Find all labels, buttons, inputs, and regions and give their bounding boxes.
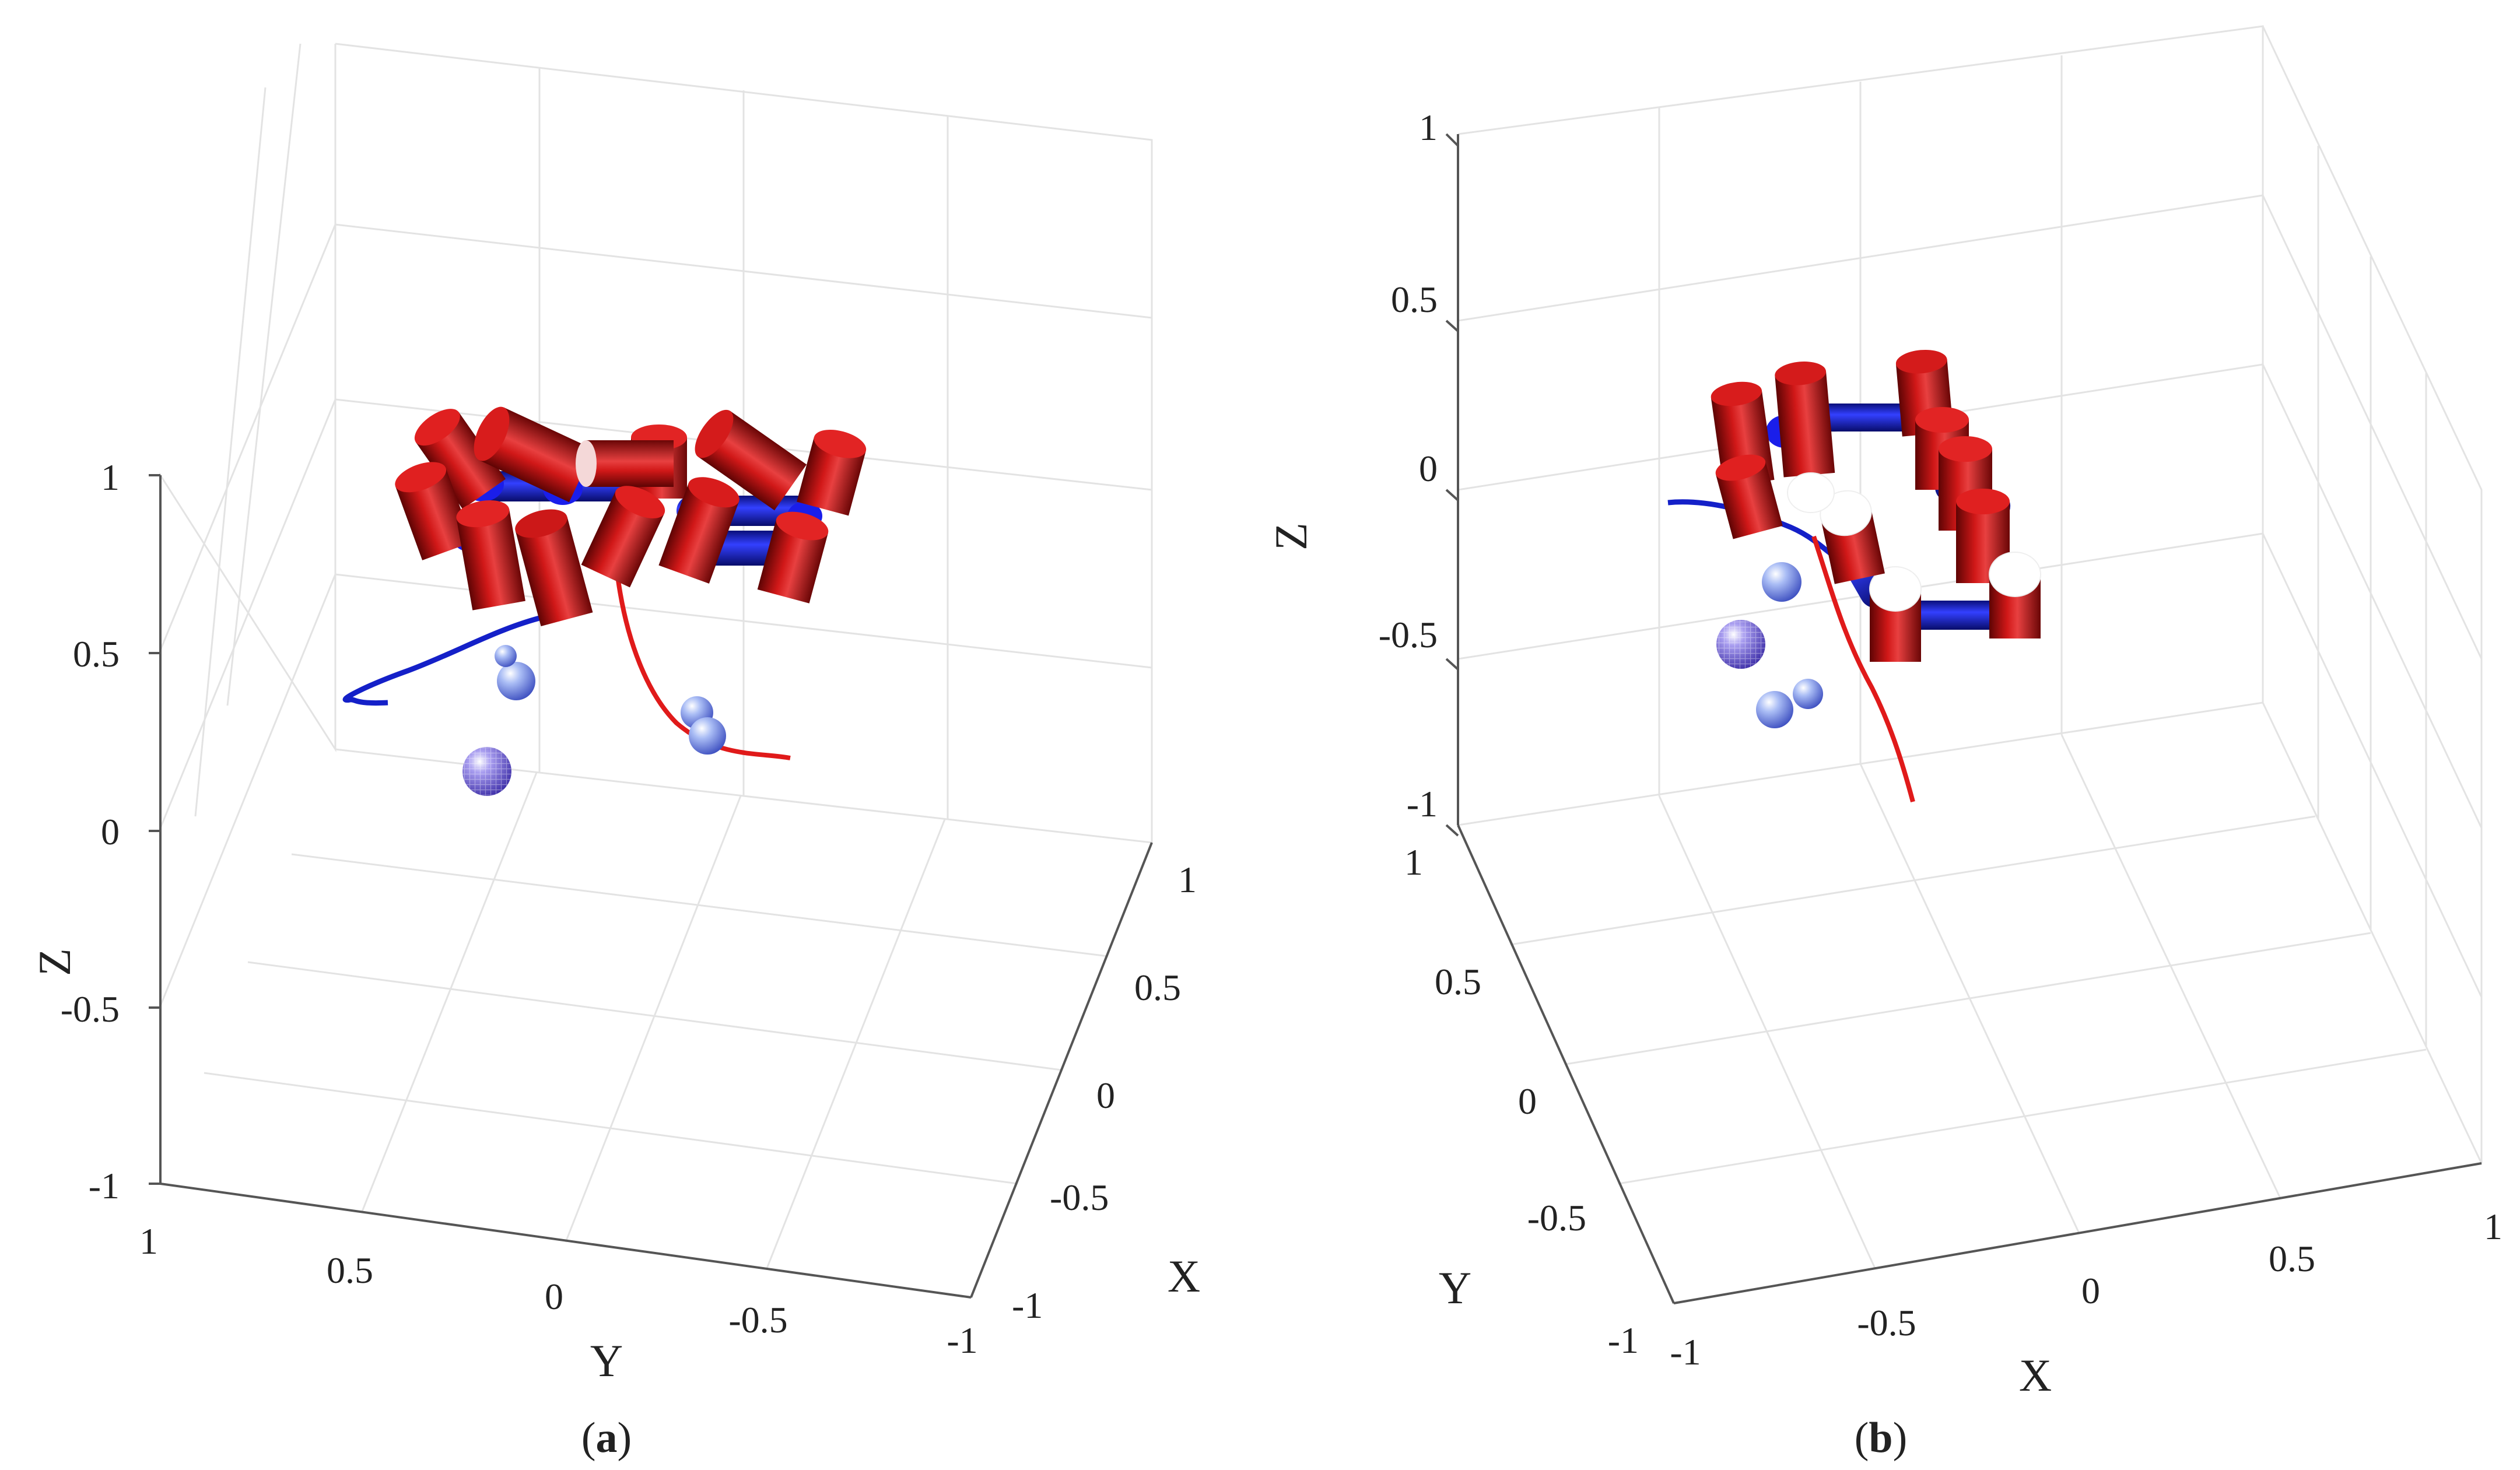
cylinder-icon [757, 511, 829, 604]
panel-b-caption: (b) [1855, 1414, 1907, 1462]
z-tick-label: 0 [1419, 448, 1438, 489]
x-tick-label: 1 [2484, 1206, 2503, 1247]
x-tick-label: 0.5 [2269, 1238, 2315, 1279]
panel-b-y-ticks: 1 0.5 0 -0.5 -1 [1404, 841, 1639, 1361]
red-trajectory [1811, 535, 1915, 803]
y-tick-label: -0.5 [728, 1299, 787, 1341]
cylinder-icon [1869, 566, 1922, 662]
cylinder-icon [1956, 489, 2010, 583]
z-tick-label: 1 [101, 457, 120, 498]
x-tick-label: 1 [1178, 859, 1197, 900]
panel-a-caption-letter: a [596, 1414, 618, 1462]
panel-a-cylinders [395, 406, 867, 627]
y-tick-label: 0 [545, 1276, 563, 1317]
cylinder-icon [658, 477, 739, 584]
cylinder-icon [1989, 552, 2041, 638]
panel-b-x-ticks: -1 -0.5 0 0.5 1 [1670, 1206, 2503, 1373]
x-tick-label: 0.5 [1134, 967, 1181, 1008]
cylinder-icon [1820, 490, 1885, 584]
cylinder-icon [414, 409, 506, 510]
z-tick-label: -0.5 [61, 988, 120, 1030]
sphere-icon [495, 645, 517, 667]
sphere-mesh [1716, 620, 1765, 669]
z-tick-label: 0 [101, 811, 120, 852]
sphere-icon [1793, 679, 1823, 709]
sphere-mesh [462, 747, 511, 796]
panel-a: 1 0.5 0 -0.5 -1 Z 1 0.5 0 -0.5 -1 Y 1 0.… [29, 43, 1200, 1462]
sphere-icon [1756, 691, 1793, 728]
z-axis-label: Z [29, 948, 80, 976]
red-trajectory [616, 580, 791, 760]
cylinder-icon [395, 462, 473, 560]
cylinder-icon [797, 430, 867, 516]
y-tick-label: -1 [947, 1320, 977, 1361]
y-tick-label: 0 [1518, 1080, 1537, 1122]
x-tick-label: -0.5 [1857, 1302, 1916, 1343]
cylinder-icon [581, 486, 665, 588]
panel-b-grid [1457, 25, 2483, 1304]
x-tick-label: -0.5 [1050, 1177, 1109, 1218]
z-axis-label: Z [1266, 522, 1316, 550]
y-tick-label: 1 [1404, 841, 1423, 883]
y-axis-label: Y [1439, 1262, 1471, 1313]
cylinder-icon [1775, 362, 1835, 478]
cylinder-icon [515, 509, 593, 627]
x-tick-label: -1 [1670, 1331, 1701, 1373]
panel-a-caption: (a) [581, 1414, 632, 1462]
panel-b: 1 0.5 0 -0.5 -1 Z 1 0.5 0 -0.5 -1 Y -1 -… [1266, 25, 2503, 1462]
panel-a-axes [149, 474, 1153, 1299]
z-tick-label: 0.5 [73, 633, 120, 675]
sphere-icon [497, 662, 535, 700]
z-tick-label: -1 [1407, 783, 1438, 825]
panel-a-grid [159, 43, 1153, 1299]
sphere-icon [1762, 562, 1801, 602]
z-tick-label: 1 [1419, 107, 1438, 148]
y-tick-label: -0.5 [1527, 1197, 1586, 1239]
x-axis-label: X [2019, 1350, 2052, 1401]
panel-a-y-ticks: 1 0.5 0 -0.5 -1 [139, 1220, 978, 1361]
panel-b-z-ticks: 1 0.5 0 -0.5 -1 [1379, 107, 1438, 825]
cylinder-icon [456, 500, 525, 611]
y-tick-label: -1 [1608, 1320, 1639, 1361]
sphere-icon [689, 717, 726, 755]
panel-a-z-ticks: 1 0.5 0 -0.5 -1 [61, 457, 120, 1206]
z-tick-label: -1 [89, 1165, 120, 1206]
y-axis-label: Y [590, 1335, 623, 1386]
y-tick-label: 0.5 [327, 1250, 373, 1291]
z-tick-label: 0.5 [1391, 279, 1438, 320]
blue-trajectory [342, 615, 541, 706]
cylinder-icon [576, 440, 674, 487]
y-tick-label: 0.5 [1435, 961, 1481, 1002]
panel-a-x-ticks: 1 0.5 0 -0.5 -1 [1012, 859, 1197, 1326]
cylinder-icon [1787, 472, 1835, 513]
x-tick-label: 0 [1096, 1075, 1115, 1116]
connector-rod-icon [1895, 601, 2006, 630]
cylinder-icon [474, 406, 594, 503]
panel-b-axes [1445, 133, 2482, 1304]
cylinder-icon [1715, 454, 1783, 539]
panel-b-caption-letter: b [1869, 1414, 1892, 1462]
panel-b-cylinders [1711, 349, 2041, 662]
x-tick-label: -1 [1012, 1285, 1043, 1326]
z-tick-label: -0.5 [1379, 614, 1438, 655]
x-axis-label: X [1168, 1251, 1200, 1301]
y-tick-label: 1 [139, 1220, 158, 1262]
x-tick-label: 0 [2081, 1270, 2100, 1311]
cylinder-icon [695, 409, 807, 511]
